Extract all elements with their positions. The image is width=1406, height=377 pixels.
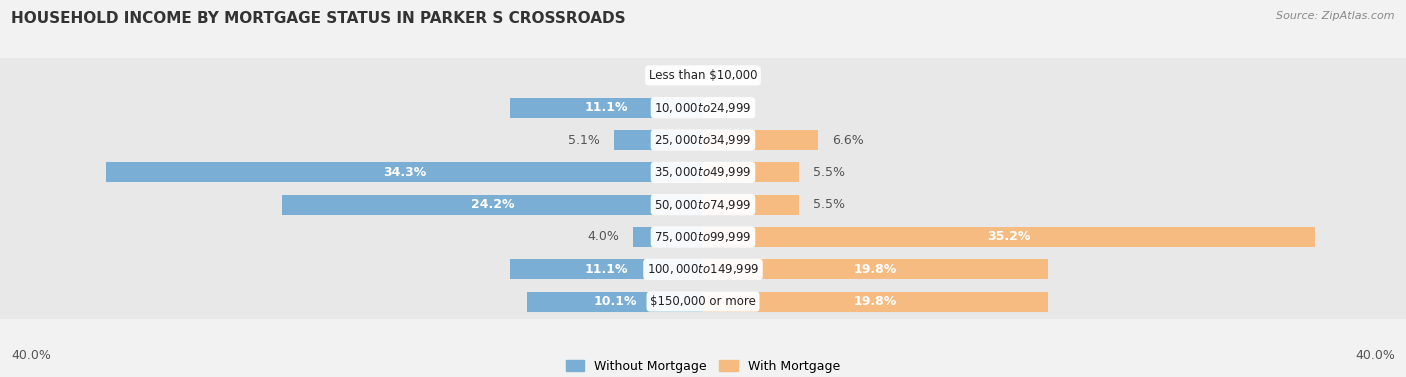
Text: Less than $10,000: Less than $10,000 <box>648 69 758 82</box>
Text: 24.2%: 24.2% <box>471 198 515 211</box>
Bar <box>703 227 1316 247</box>
Text: Source: ZipAtlas.com: Source: ZipAtlas.com <box>1277 11 1395 21</box>
Bar <box>614 130 703 150</box>
Text: 5.1%: 5.1% <box>568 133 600 147</box>
FancyBboxPatch shape <box>0 123 1406 158</box>
Text: $25,000 to $34,999: $25,000 to $34,999 <box>654 133 752 147</box>
Bar <box>703 291 1047 312</box>
Text: 19.8%: 19.8% <box>853 295 897 308</box>
Bar <box>510 259 703 279</box>
Text: 40.0%: 40.0% <box>11 349 51 362</box>
Text: 0.0%: 0.0% <box>661 69 693 82</box>
Bar <box>527 291 703 312</box>
FancyBboxPatch shape <box>0 219 1406 254</box>
Text: 0.0%: 0.0% <box>713 69 745 82</box>
FancyBboxPatch shape <box>0 90 1406 125</box>
Text: 35.2%: 35.2% <box>987 230 1031 244</box>
Text: 5.5%: 5.5% <box>813 166 845 179</box>
Text: 34.3%: 34.3% <box>382 166 426 179</box>
Text: $50,000 to $74,999: $50,000 to $74,999 <box>654 198 752 211</box>
Bar <box>703 130 818 150</box>
Bar <box>703 162 799 182</box>
Text: 0.0%: 0.0% <box>713 101 745 114</box>
Text: 5.5%: 5.5% <box>813 198 845 211</box>
Bar <box>703 195 799 215</box>
Text: $10,000 to $24,999: $10,000 to $24,999 <box>654 101 752 115</box>
Bar <box>633 227 703 247</box>
Text: $35,000 to $49,999: $35,000 to $49,999 <box>654 166 752 179</box>
Text: HOUSEHOLD INCOME BY MORTGAGE STATUS IN PARKER S CROSSROADS: HOUSEHOLD INCOME BY MORTGAGE STATUS IN P… <box>11 11 626 26</box>
FancyBboxPatch shape <box>0 284 1406 319</box>
Bar <box>510 98 703 118</box>
Text: 19.8%: 19.8% <box>853 263 897 276</box>
Text: 10.1%: 10.1% <box>593 295 637 308</box>
FancyBboxPatch shape <box>0 187 1406 222</box>
Text: $75,000 to $99,999: $75,000 to $99,999 <box>654 230 752 244</box>
Text: 11.1%: 11.1% <box>585 263 628 276</box>
Text: 4.0%: 4.0% <box>588 230 620 244</box>
Legend: Without Mortgage, With Mortgage: Without Mortgage, With Mortgage <box>561 355 845 377</box>
Text: 11.1%: 11.1% <box>585 101 628 114</box>
Bar <box>107 162 703 182</box>
FancyBboxPatch shape <box>0 58 1406 93</box>
Text: 6.6%: 6.6% <box>832 133 863 147</box>
FancyBboxPatch shape <box>0 155 1406 190</box>
Bar <box>703 259 1047 279</box>
Text: 40.0%: 40.0% <box>1355 349 1395 362</box>
Text: $100,000 to $149,999: $100,000 to $149,999 <box>647 262 759 276</box>
FancyBboxPatch shape <box>0 252 1406 287</box>
Bar <box>283 195 703 215</box>
Text: $150,000 or more: $150,000 or more <box>650 295 756 308</box>
